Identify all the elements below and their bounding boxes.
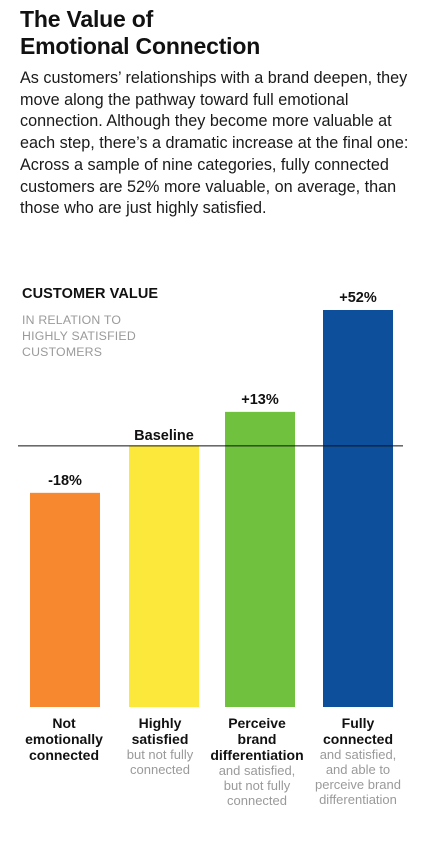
category-title: Perceive brand differentiation <box>210 715 304 763</box>
category-label-not-connected: Not emotionally connected <box>16 715 112 763</box>
category-title: Not emotionally connected <box>25 715 103 763</box>
value-label-1: -18% <box>48 473 82 489</box>
chart-description: As customers’ relationships with a brand… <box>20 69 409 218</box>
title-line-2: Emotional Connection <box>20 33 261 59</box>
bar-4 <box>323 310 393 707</box>
category-label-fully-connected: Fully connected and satisfied, and able … <box>310 715 406 807</box>
title-line-1: The Value of <box>20 6 154 32</box>
y-axis-sublabel: IN RELATION TO HIGHLY SATISFIED CUSTOMER… <box>22 313 136 359</box>
value-label-4: +52% <box>339 290 377 306</box>
baseline-label: Baseline <box>134 428 194 444</box>
chart-title: The Value of Emotional Connection <box>20 6 410 60</box>
category-title: Highly satisfied <box>131 715 189 747</box>
category-label-highly-satisfied: Highly satisfied but not fully connected <box>112 715 208 777</box>
bar-2 <box>129 445 199 707</box>
bar-1 <box>30 492 100 707</box>
value-label-3: +13% <box>241 392 279 408</box>
category-note: and satisfied, but not fully connected <box>218 763 296 808</box>
bar-3 <box>225 411 295 707</box>
category-note: and satisfied, and able to perceive bran… <box>315 747 401 807</box>
category-label-brand-differentiation: Perceive brand differentiation and satis… <box>209 715 305 808</box>
category-title: Fully connected <box>322 715 393 747</box>
y-axis-label: CUSTOMER VALUE <box>22 286 159 302</box>
category-note: but not fully connected <box>126 747 194 777</box>
